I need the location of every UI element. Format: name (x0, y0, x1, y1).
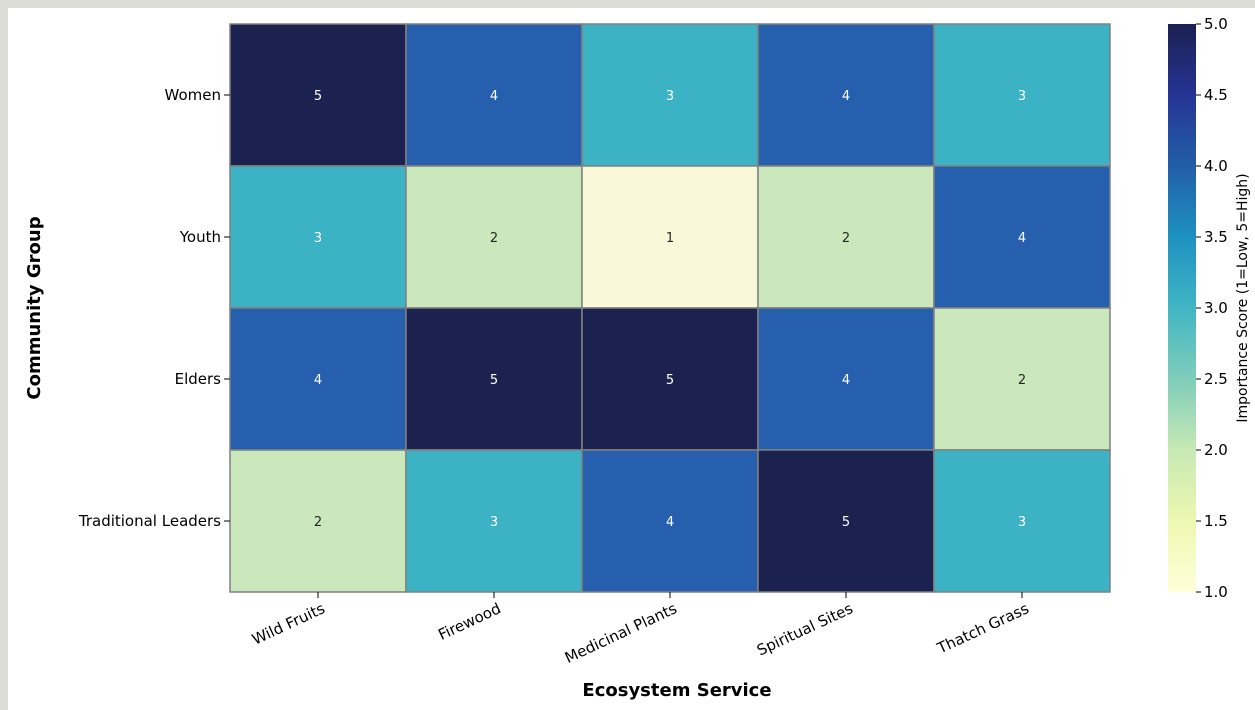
heatmap-figure: 5 4 3 4 3 3 2 1 2 4 4 5 5 4 2 2 3 4 5 3 Women Youth Elders Tra… (8, 8, 1255, 710)
cell-value-label: 3 (490, 515, 498, 530)
colorbar-tick-label: 3.0 (1204, 299, 1228, 317)
colorbar-tick-label: 2.0 (1204, 441, 1228, 459)
colorbar-tick-label: 1.5 (1204, 512, 1228, 530)
cell-value-label: 3 (1018, 89, 1026, 104)
heatmap-cell (229, 23, 407, 167)
colorbar: 1.0 1.5 2.0 2.5 3.0 3.5 4.0 4.5 5.0 (1168, 15, 1228, 601)
heatmap-cell (757, 307, 935, 451)
heatmap-cell (581, 23, 759, 167)
heatmap-cells: 5 4 3 4 3 3 2 1 2 4 4 5 5 4 2 2 3 4 5 3 (229, 23, 1111, 593)
heatmap-cell (757, 449, 935, 593)
cell-value-label: 1 (666, 231, 674, 246)
heatmap-cell (405, 307, 583, 451)
cell-value-label: 2 (842, 231, 850, 246)
cell-value-label: 5 (490, 373, 498, 388)
colorbar-tick-label: 3.5 (1204, 228, 1228, 246)
cell-value-label: 2 (1018, 373, 1026, 388)
y-axis-ticks: Women Youth Elders Traditional Leaders (78, 86, 230, 530)
x-tick-label: Thatch Grass (934, 599, 1032, 658)
heatmap-cell (581, 449, 759, 593)
cell-value-label: 3 (1018, 515, 1026, 530)
cell-value-label: 2 (490, 231, 498, 246)
cell-value-label: 4 (314, 373, 322, 388)
x-axis-ticks: Wild Fruits Firewood Medicinal Plants Spiri… (249, 592, 1032, 667)
y-tick-label: Women (165, 86, 221, 104)
cell-value-label: 3 (314, 231, 322, 246)
cell-value-label: 4 (842, 89, 850, 104)
cell-value-label: 3 (666, 89, 674, 104)
cell-value-label: 4 (842, 373, 850, 388)
x-tick-label: Spiritual Sites (754, 599, 856, 659)
heatmap-cell (581, 165, 759, 309)
heatmap-cell (757, 23, 935, 167)
colorbar-tick-label: 4.5 (1204, 86, 1228, 104)
cell-value-label: 4 (490, 89, 498, 104)
heatmap-cell (581, 307, 759, 451)
colorbar-tick-label: 2.5 (1204, 370, 1228, 388)
y-tick-label: Youth (179, 228, 221, 246)
heatmap-cell (933, 165, 1111, 309)
colorbar-tick-label: 5.0 (1204, 15, 1228, 33)
x-tick-label: Medicinal Plants (562, 599, 680, 667)
heatmap-cell (933, 449, 1111, 593)
colorbar-title: Importance Score (1=Low, 5=High) (1235, 173, 1251, 422)
cell-value-label: 5 (842, 515, 850, 530)
cell-value-label: 4 (666, 515, 674, 530)
heatmap-cell (933, 307, 1111, 451)
colorbar-tick-label: 1.0 (1204, 583, 1228, 601)
cell-value-label: 2 (314, 515, 322, 530)
cell-value-label: 4 (1018, 231, 1026, 246)
heatmap-cell (933, 23, 1111, 167)
heatmap-cell (405, 23, 583, 167)
x-tick-label: Firewood (435, 599, 503, 644)
x-axis-title: Ecosystem Service (582, 680, 771, 701)
y-tick-label: Traditional Leaders (78, 512, 221, 530)
cell-value-label: 5 (666, 373, 674, 388)
colorbar-gradient (1168, 24, 1196, 592)
cell-value-label: 5 (314, 89, 322, 104)
heatmap-cell (229, 165, 407, 309)
x-tick-label: Wild Fruits (249, 599, 328, 648)
heatmap-cell (405, 449, 583, 593)
y-axis-title: Community Group (24, 216, 45, 399)
heatmap-chart: 5 4 3 4 3 3 2 1 2 4 4 5 5 4 2 2 3 4 5 3 Women Youth Elders Tra… (24, 15, 1251, 701)
colorbar-tick-label: 4.0 (1204, 157, 1228, 175)
y-tick-label: Elders (175, 370, 222, 388)
